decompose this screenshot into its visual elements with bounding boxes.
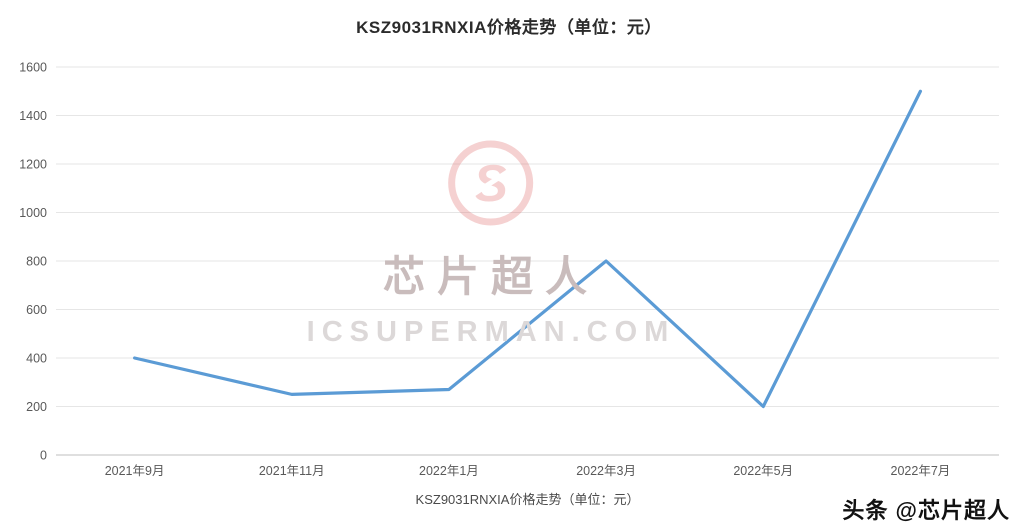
x-axis-tick-label: 2022年3月 [576, 464, 636, 478]
price-line-series [132, 89, 923, 409]
x-axis-tick-label: 2022年5月 [733, 464, 793, 478]
x-axis-tick-label: 2022年1月 [419, 464, 479, 478]
x-axis-tick-label: 2021年9月 [105, 464, 165, 478]
y-axis-tick-label: 600 [26, 303, 47, 317]
y-axis-tick-label: 400 [26, 352, 47, 366]
y-axis-tick-label: 1600 [19, 61, 47, 75]
y-axis-tick-label: 800 [26, 255, 47, 269]
chart-legend-caption: KSZ9031RNXIA价格走势（单位：元） [415, 492, 640, 507]
y-axis-tick-label: 200 [26, 400, 47, 414]
toutiao-byline-badge: 头条 @芯片超人 [842, 498, 1010, 523]
y-axis-tick-label: 1000 [19, 206, 47, 220]
y-axis-tick-label: 0 [40, 449, 47, 463]
x-axis-tick-label: 2021年11月 [259, 464, 325, 478]
y-axis-tick-label: 1200 [19, 158, 47, 172]
y-axis-tick-label: 1400 [19, 109, 47, 123]
chart-title: KSZ9031RNXIA价格走势（单位：元） [356, 18, 662, 37]
x-axis-tick-label: 2022年7月 [891, 464, 951, 478]
